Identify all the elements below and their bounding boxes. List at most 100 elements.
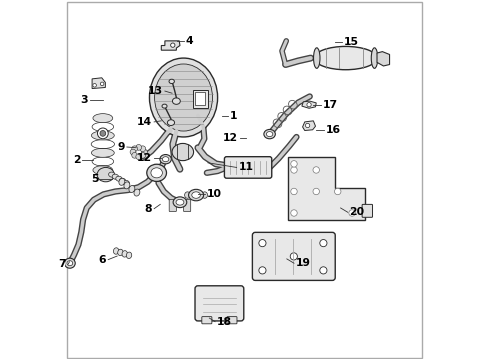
Circle shape <box>170 43 175 47</box>
Circle shape <box>140 152 145 158</box>
Text: 10: 10 <box>206 189 222 199</box>
Text: 7: 7 <box>59 259 66 269</box>
Text: 14: 14 <box>137 117 152 127</box>
Polygon shape <box>287 157 364 220</box>
Circle shape <box>142 149 147 155</box>
Ellipse shape <box>151 168 162 178</box>
Ellipse shape <box>313 48 319 68</box>
Text: 15: 15 <box>343 37 358 47</box>
Ellipse shape <box>169 79 174 84</box>
Circle shape <box>100 82 104 86</box>
Bar <box>192 90 207 108</box>
Ellipse shape <box>116 176 122 181</box>
Text: 3: 3 <box>80 95 88 105</box>
Text: 9: 9 <box>117 142 125 152</box>
Ellipse shape <box>162 157 168 162</box>
FancyBboxPatch shape <box>362 204 372 217</box>
Ellipse shape <box>191 192 200 198</box>
Text: 5: 5 <box>91 174 99 184</box>
Polygon shape <box>376 51 389 66</box>
FancyBboxPatch shape <box>252 232 335 280</box>
Circle shape <box>290 161 297 167</box>
Circle shape <box>319 267 326 274</box>
Ellipse shape <box>64 258 75 268</box>
Ellipse shape <box>97 128 108 139</box>
Text: 18: 18 <box>217 317 231 327</box>
Polygon shape <box>301 101 316 108</box>
Ellipse shape <box>91 131 114 140</box>
FancyBboxPatch shape <box>195 286 244 321</box>
Circle shape <box>258 267 265 274</box>
Circle shape <box>140 146 145 152</box>
Ellipse shape <box>122 180 129 185</box>
Ellipse shape <box>118 249 123 256</box>
Ellipse shape <box>172 98 180 104</box>
Text: 2: 2 <box>73 155 81 165</box>
Text: 11: 11 <box>238 162 253 172</box>
Circle shape <box>305 123 309 128</box>
Circle shape <box>312 188 319 195</box>
Circle shape <box>136 144 142 150</box>
Ellipse shape <box>172 143 193 161</box>
Ellipse shape <box>154 64 212 131</box>
Ellipse shape <box>91 148 114 157</box>
Circle shape <box>312 167 319 173</box>
Ellipse shape <box>122 251 127 257</box>
Ellipse shape <box>119 178 124 185</box>
Ellipse shape <box>123 182 130 189</box>
Ellipse shape <box>119 178 125 183</box>
FancyBboxPatch shape <box>202 317 211 324</box>
Ellipse shape <box>112 174 119 179</box>
Text: 1: 1 <box>230 111 237 121</box>
Ellipse shape <box>108 172 115 177</box>
Bar <box>194 93 205 105</box>
Ellipse shape <box>113 248 119 254</box>
Ellipse shape <box>167 120 174 126</box>
Ellipse shape <box>370 48 377 68</box>
Text: 19: 19 <box>295 258 310 268</box>
Text: 20: 20 <box>349 207 364 217</box>
Polygon shape <box>92 78 105 89</box>
Text: 16: 16 <box>325 125 340 135</box>
Ellipse shape <box>93 114 113 123</box>
Ellipse shape <box>264 130 275 139</box>
Ellipse shape <box>146 164 166 181</box>
Circle shape <box>334 188 340 195</box>
Circle shape <box>93 84 96 87</box>
Ellipse shape <box>173 197 186 208</box>
Ellipse shape <box>134 189 140 196</box>
Circle shape <box>290 167 297 173</box>
Ellipse shape <box>184 192 190 198</box>
Circle shape <box>130 149 136 155</box>
Circle shape <box>290 210 297 216</box>
Ellipse shape <box>266 132 272 136</box>
Text: 13: 13 <box>148 86 163 96</box>
Ellipse shape <box>129 185 135 193</box>
Text: 17: 17 <box>322 100 337 110</box>
Ellipse shape <box>160 154 171 164</box>
Ellipse shape <box>176 199 183 205</box>
Circle shape <box>348 210 355 216</box>
Ellipse shape <box>202 192 207 198</box>
Circle shape <box>258 239 265 247</box>
Circle shape <box>290 253 297 260</box>
Ellipse shape <box>67 261 73 266</box>
Circle shape <box>319 239 326 247</box>
Ellipse shape <box>97 167 114 182</box>
Text: 12: 12 <box>223 133 238 143</box>
FancyBboxPatch shape <box>169 199 176 212</box>
Ellipse shape <box>314 46 376 70</box>
FancyBboxPatch shape <box>224 157 271 178</box>
Circle shape <box>290 188 297 195</box>
FancyBboxPatch shape <box>183 199 190 212</box>
Ellipse shape <box>93 166 113 175</box>
Ellipse shape <box>126 252 131 258</box>
Ellipse shape <box>100 131 105 136</box>
Polygon shape <box>302 121 315 131</box>
Ellipse shape <box>149 58 217 137</box>
FancyBboxPatch shape <box>226 317 237 324</box>
Circle shape <box>131 146 137 152</box>
Text: 4: 4 <box>185 36 193 46</box>
Text: 12: 12 <box>137 153 152 163</box>
Ellipse shape <box>188 189 203 201</box>
